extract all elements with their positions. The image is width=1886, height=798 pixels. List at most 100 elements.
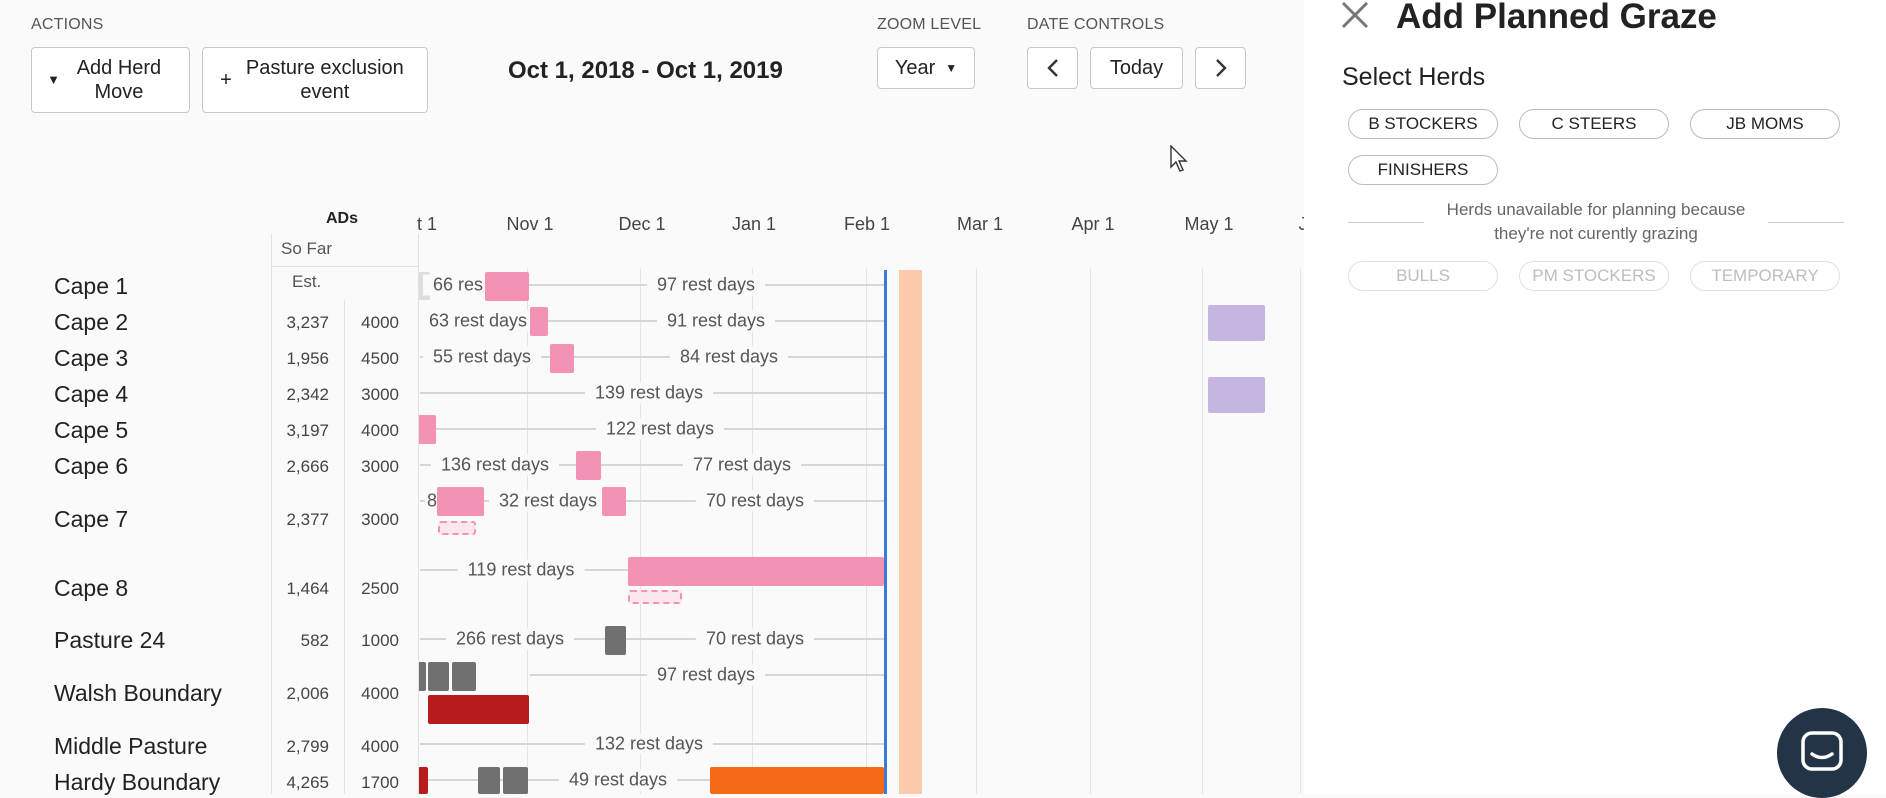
ads-so-far-header: So Far [281, 239, 333, 258]
rest-line [420, 500, 884, 502]
ads-est: 4500 [361, 349, 399, 368]
panel-title: Add Planned Graze [1396, 0, 1717, 36]
pasture-name[interactable]: Cape 3 [54, 345, 129, 371]
ads-so-far: 2,377 [286, 510, 329, 529]
graze-bar[interactable] [602, 487, 626, 516]
rest-days-label: 66 res [422, 274, 494, 296]
ads-table [271, 234, 419, 794]
ads-so-far: 2,799 [286, 737, 329, 756]
ads-header: ADs [326, 210, 359, 227]
zoom-level-select[interactable]: Year ▼ [877, 47, 975, 89]
herd-chip-bulls: BULLS [1348, 261, 1498, 291]
graze-bar[interactable] [710, 767, 884, 794]
add-herd-move-label: Add Herd Move [76, 57, 162, 103]
rest-days-label: 119 rest days [457, 559, 585, 581]
rest-days-label: 84 rest days [669, 346, 789, 368]
pasture-name[interactable]: Cape 4 [54, 381, 129, 407]
rest-line [420, 638, 884, 640]
ads-est: 3000 [361, 510, 399, 529]
rest-line [420, 464, 884, 466]
rest-days-label: 91 rest days [656, 310, 776, 332]
graze-bar[interactable] [452, 662, 476, 691]
actions-label: ACTIONS [31, 16, 104, 33]
rest-days-label: 70 rest days [695, 628, 815, 650]
herd-chip-finishers[interactable]: FINISHERS [1348, 155, 1498, 185]
herd-chip-temporary: TEMPORARY [1690, 261, 1840, 291]
ads-est: 4000 [361, 313, 399, 332]
close-icon[interactable] [1340, 2, 1370, 30]
caret-down-icon: ▼ [47, 72, 60, 87]
graze-bar[interactable] [418, 415, 436, 444]
planned-graze-bar[interactable] [1208, 377, 1265, 413]
ads-est: 1000 [361, 631, 399, 650]
ads-est: 1700 [361, 773, 399, 792]
ads-so-far: 2,666 [286, 457, 329, 476]
graze-bar[interactable] [428, 695, 529, 724]
graze-bar[interactable] [418, 767, 428, 794]
ads-so-far: 2,006 [286, 684, 329, 703]
divider [1348, 222, 1424, 223]
zoom-level-label: ZOOM LEVEL [877, 16, 982, 33]
ads-so-far: 4,265 [286, 773, 329, 792]
select-herds-label: Select Herds [1342, 63, 1486, 91]
today-line [884, 270, 887, 794]
graze-bar[interactable] [418, 662, 426, 691]
month-label-dec: Dec 1 [618, 214, 666, 234]
month-label-jan: Jan 1 [731, 214, 777, 234]
pasture-name[interactable]: Pasture 24 [54, 627, 166, 653]
pasture-name[interactable]: Walsh Boundary [54, 680, 222, 706]
graze-bar[interactable] [628, 557, 884, 586]
herd-chip-jb-moms[interactable]: JB MOMS [1690, 109, 1840, 139]
month-label-may: May 1 [1184, 214, 1234, 234]
planned-graze-placeholder[interactable] [438, 521, 476, 535]
planned-graze-bar[interactable] [1208, 305, 1265, 341]
ads-est: 3000 [361, 457, 399, 476]
pasture-name[interactable]: Middle Pasture [54, 733, 208, 759]
graze-bar[interactable] [428, 662, 449, 691]
herd-chip-pm-stockers: PM STOCKERS [1519, 261, 1669, 291]
graze-bar[interactable] [576, 451, 601, 480]
prev-period-button[interactable] [1027, 47, 1078, 89]
date-range: Oct 1, 2018 - Oct 1, 2019 [508, 57, 783, 84]
graze-bar[interactable] [437, 487, 484, 516]
add-herd-move-button[interactable]: ▼ Add Herd Move [31, 47, 190, 113]
pasture-name[interactable]: Cape 5 [54, 417, 129, 443]
graze-bar[interactable] [605, 626, 626, 655]
graze-bar[interactable] [485, 272, 529, 301]
chevron-right-icon [1215, 59, 1227, 77]
pasture-exclusion-button[interactable]: + Pasture exclusion event [202, 47, 428, 113]
graze-bar[interactable] [503, 767, 528, 794]
graze-bar[interactable] [550, 344, 574, 373]
plus-icon: + [220, 69, 232, 91]
ads-so-far: 582 [300, 631, 329, 650]
rest-days-label: 8 [424, 490, 440, 512]
planned-graze-placeholder[interactable] [628, 590, 682, 604]
zoom-level-value: Year [894, 57, 936, 79]
herd-chip-b-stockers[interactable]: B STOCKERS [1348, 109, 1498, 139]
ads-so-far: 2,342 [286, 385, 329, 404]
pasture-name[interactable]: Cape 1 [54, 273, 129, 299]
ads-est: 4000 [361, 684, 399, 703]
date-controls-label: DATE CONTROLS [1027, 16, 1165, 33]
pasture-name[interactable]: Cape 7 [54, 506, 129, 532]
pasture-name[interactable]: Cape 6 [54, 453, 129, 479]
pasture-name[interactable]: Cape 8 [54, 575, 129, 601]
pasture-exclusion-band[interactable] [899, 270, 922, 794]
ads-est: 4000 [361, 737, 399, 756]
month-label-apr: Apr 1 [1071, 214, 1115, 234]
herd-chip-c-steers[interactable]: C STEERS [1519, 109, 1669, 139]
graze-bar[interactable] [530, 307, 548, 336]
rest-days-label: 132 rest days [584, 733, 714, 755]
pasture-exclusion-label: Pasture exclusion event [245, 57, 404, 103]
pasture-name[interactable]: Hardy Boundary [54, 769, 221, 795]
chat-launcher-button[interactable] [1777, 708, 1867, 798]
next-period-button[interactable] [1195, 47, 1246, 89]
ads-so-far: 3,197 [286, 421, 329, 440]
divider [1768, 222, 1844, 223]
pasture-name[interactable]: Cape 2 [54, 309, 129, 335]
month-label-mar: Mar 1 [956, 214, 1004, 234]
ads-so-far: 3,237 [286, 313, 329, 332]
ads-est: 4000 [361, 421, 399, 440]
graze-bar[interactable] [478, 767, 500, 794]
today-button[interactable]: Today [1090, 47, 1183, 89]
